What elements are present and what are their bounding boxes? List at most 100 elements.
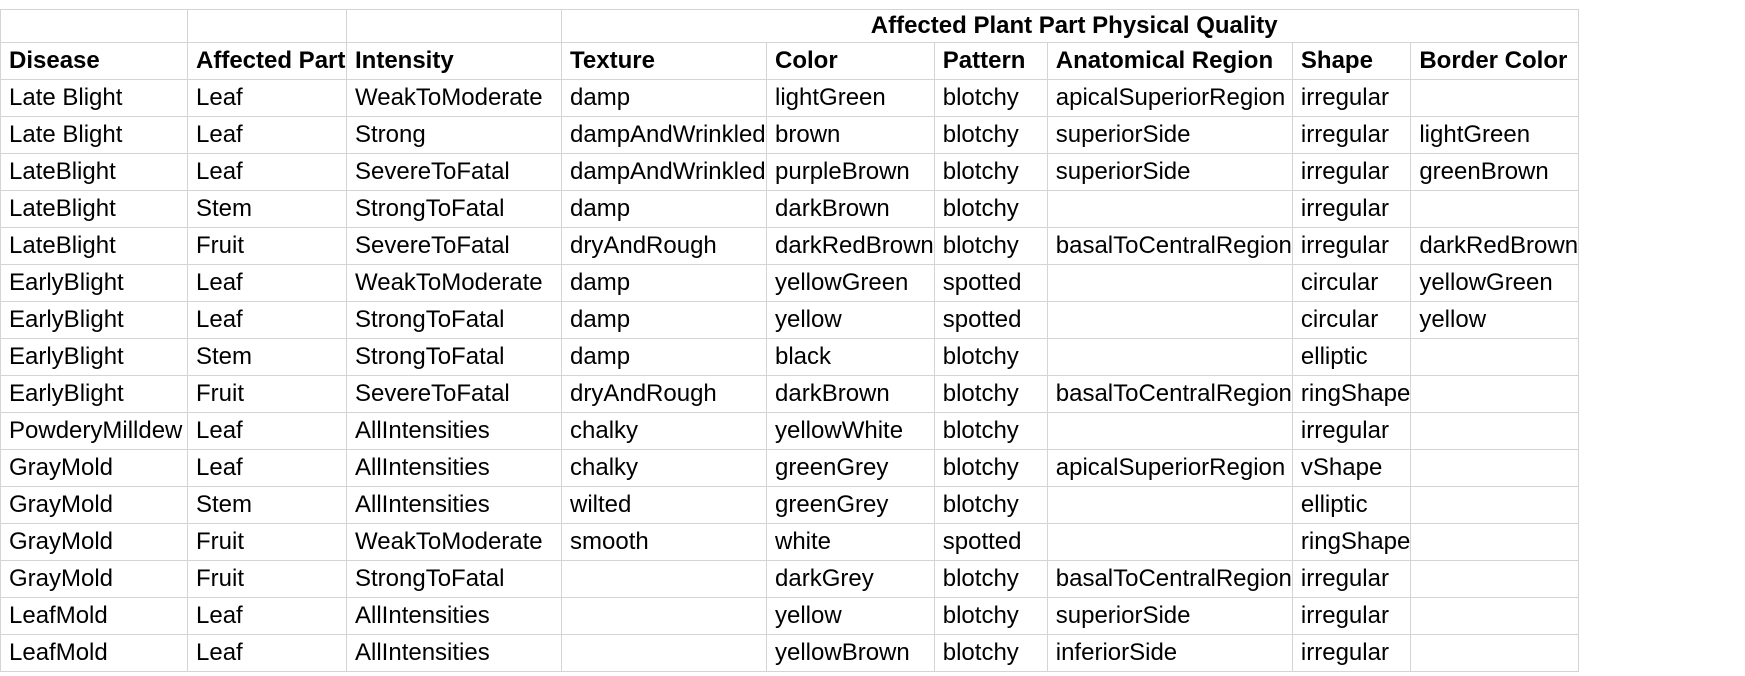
column-header-shape[interactable]: Shape: [1291, 42, 1412, 80]
cell-affected-part[interactable]: Leaf: [187, 597, 347, 635]
cell-texture[interactable]: dryAndRough: [561, 227, 767, 265]
cell-color[interactable]: yellow: [766, 301, 935, 339]
column-header-pattern[interactable]: Pattern: [933, 42, 1048, 80]
column-header-disease[interactable]: Disease: [0, 42, 188, 80]
cell-pattern[interactable]: blotchy: [933, 449, 1048, 487]
cell-texture[interactable]: damp: [561, 264, 767, 302]
cell-border-color[interactable]: darkRedBrown: [1410, 227, 1580, 265]
cell-shape[interactable]: vShape: [1291, 449, 1412, 487]
column-header-color[interactable]: Color: [766, 42, 935, 80]
cell-shape[interactable]: ringShape: [1291, 375, 1412, 413]
cell-pattern[interactable]: blotchy: [933, 375, 1048, 413]
cell-texture[interactable]: chalky: [561, 412, 767, 450]
cell-pattern[interactable]: blotchy: [933, 560, 1048, 598]
cell-color[interactable]: darkBrown: [766, 375, 935, 413]
cell-color[interactable]: darkGrey: [766, 560, 935, 598]
cell-affected-part[interactable]: Fruit: [187, 227, 347, 265]
cell-affected-part[interactable]: Leaf: [187, 634, 347, 672]
cell-affected-part[interactable]: Stem: [187, 190, 347, 228]
cell-disease[interactable]: LateBlight: [0, 190, 188, 228]
cell-pattern[interactable]: blotchy: [933, 486, 1048, 524]
cell-anatomical-region[interactable]: [1046, 338, 1293, 376]
cell-texture[interactable]: damp: [561, 190, 767, 228]
cell-texture[interactable]: smooth: [561, 523, 767, 561]
cell-intensity[interactable]: AllIntensities: [346, 486, 562, 524]
cell-color[interactable]: yellowWhite: [766, 412, 935, 450]
cell-border-color[interactable]: yellow: [1410, 301, 1580, 339]
cell-texture[interactable]: [561, 597, 767, 635]
cell-pattern[interactable]: blotchy: [933, 190, 1048, 228]
cell-texture[interactable]: damp: [561, 338, 767, 376]
cell-shape[interactable]: circular: [1291, 264, 1412, 302]
cell-affected-part[interactable]: Leaf: [187, 153, 347, 191]
cell-disease[interactable]: EarlyBlight: [0, 301, 188, 339]
column-header-intensity[interactable]: Intensity: [346, 42, 562, 80]
cell-affected-part[interactable]: Fruit: [187, 560, 347, 598]
cell-intensity[interactable]: SevereToFatal: [346, 375, 562, 413]
cell-intensity[interactable]: Strong: [346, 116, 562, 154]
cell-color[interactable]: brown: [766, 116, 935, 154]
cell-shape[interactable]: ringShape: [1291, 523, 1412, 561]
column-header-anatomical-region[interactable]: Anatomical Region: [1046, 42, 1293, 80]
cell-intensity[interactable]: WeakToModerate: [346, 79, 562, 117]
cell-anatomical-region[interactable]: basalToCentralRegion: [1046, 375, 1293, 413]
cell-shape[interactable]: irregular: [1291, 153, 1412, 191]
cell-pattern[interactable]: spotted: [933, 301, 1048, 339]
cell-disease[interactable]: GrayMold: [0, 523, 188, 561]
cell-disease[interactable]: Late Blight: [0, 79, 188, 117]
cell-shape[interactable]: irregular: [1291, 412, 1412, 450]
cell-pattern[interactable]: blotchy: [933, 597, 1048, 635]
cell-disease[interactable]: GrayMold: [0, 560, 188, 598]
cell-disease[interactable]: GrayMold: [0, 486, 188, 524]
cell-anatomical-region[interactable]: [1046, 301, 1293, 339]
cell-affected-part[interactable]: Stem: [187, 486, 347, 524]
cell-anatomical-region[interactable]: [1046, 190, 1293, 228]
cell-intensity[interactable]: AllIntensities: [346, 597, 562, 635]
cell-border-color[interactable]: [1410, 597, 1580, 635]
cell-disease[interactable]: LateBlight: [0, 227, 188, 265]
cell-anatomical-region[interactable]: basalToCentralRegion: [1046, 227, 1293, 265]
cell-texture[interactable]: wilted: [561, 486, 767, 524]
cell-pattern[interactable]: spotted: [933, 523, 1048, 561]
cell-shape[interactable]: elliptic: [1291, 486, 1412, 524]
cell-affected-part[interactable]: Leaf: [187, 79, 347, 117]
cell-pattern[interactable]: blotchy: [933, 79, 1048, 117]
cell-intensity[interactable]: StrongToFatal: [346, 301, 562, 339]
cell-anatomical-region[interactable]: [1046, 264, 1293, 302]
cell-shape[interactable]: irregular: [1291, 79, 1412, 117]
cell-affected-part[interactable]: Leaf: [187, 264, 347, 302]
cell-disease[interactable]: EarlyBlight: [0, 338, 188, 376]
cell-border-color[interactable]: [1410, 190, 1580, 228]
cell-disease[interactable]: LeafMold: [0, 597, 188, 635]
cell-anatomical-region[interactable]: apicalSuperiorRegion: [1046, 79, 1293, 117]
cell-border-color[interactable]: [1410, 375, 1580, 413]
cell-anatomical-region[interactable]: [1046, 486, 1293, 524]
cell-affected-part[interactable]: Leaf: [187, 412, 347, 450]
cell-color[interactable]: black: [766, 338, 935, 376]
cell-affected-part[interactable]: Fruit: [187, 375, 347, 413]
cell-anatomical-region[interactable]: inferiorSide: [1046, 634, 1293, 672]
cell-affected-part[interactable]: Stem: [187, 338, 347, 376]
cell-color[interactable]: yellow: [766, 597, 935, 635]
cell-texture[interactable]: chalky: [561, 449, 767, 487]
cell-shape[interactable]: irregular: [1291, 560, 1412, 598]
cell-shape[interactable]: irregular: [1291, 116, 1412, 154]
cell-border-color[interactable]: lightGreen: [1410, 116, 1580, 154]
cell-shape[interactable]: irregular: [1291, 190, 1412, 228]
cell-border-color[interactable]: yellowGreen: [1410, 264, 1580, 302]
cell-intensity[interactable]: AllIntensities: [346, 449, 562, 487]
cell-anatomical-region[interactable]: [1046, 412, 1293, 450]
cell-pattern[interactable]: blotchy: [933, 338, 1048, 376]
cell-intensity[interactable]: WeakToModerate: [346, 264, 562, 302]
group-header-cell[interactable]: Affected Plant Part Physical Quality: [560, 9, 1580, 43]
cell-pattern[interactable]: blotchy: [933, 634, 1048, 672]
column-header-affected-part[interactable]: Affected Part: [187, 42, 347, 80]
empty-cell[interactable]: [187, 9, 347, 43]
column-header-texture[interactable]: Texture: [561, 42, 767, 80]
cell-border-color[interactable]: [1410, 79, 1580, 117]
cell-pattern[interactable]: blotchy: [933, 412, 1048, 450]
cell-shape[interactable]: irregular: [1291, 597, 1412, 635]
cell-affected-part[interactable]: Leaf: [187, 301, 347, 339]
cell-intensity[interactable]: StrongToFatal: [346, 338, 562, 376]
cell-disease[interactable]: LateBlight: [0, 153, 188, 191]
